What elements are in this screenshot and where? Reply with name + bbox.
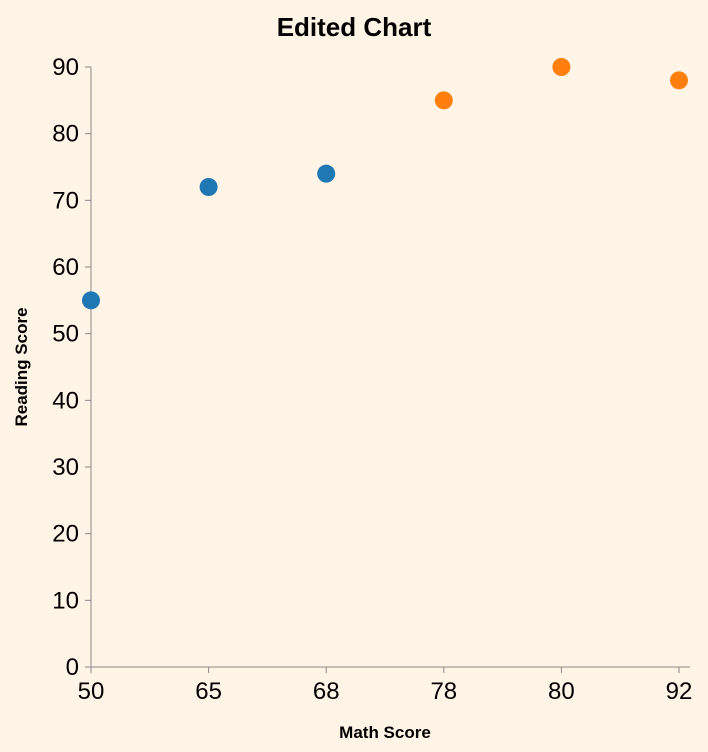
x-tick-label: 92: [666, 678, 693, 705]
y-tick-label: 60: [52, 254, 79, 281]
y-tick-label: 10: [52, 587, 79, 614]
x-axis-title: Math Score: [339, 723, 431, 742]
x-tick-label: 50: [78, 678, 105, 705]
y-tick-label: 90: [52, 54, 79, 81]
chart-title: Edited Chart: [277, 12, 432, 42]
y-tick-label: 20: [52, 521, 79, 548]
scatter-point: [199, 178, 218, 196]
y-tick-label: 50: [52, 321, 79, 348]
data-points: [82, 58, 688, 310]
y-tick-label: 0: [66, 654, 79, 681]
scatter-point: [434, 91, 453, 110]
x-tick-label: 65: [195, 678, 222, 705]
x-tick-label: 80: [548, 678, 575, 705]
x-tick-label: 78: [430, 678, 457, 705]
y-tick-label: 70: [52, 187, 79, 214]
y-tick-label: 40: [52, 387, 79, 414]
scatter-point: [82, 291, 100, 310]
scatter-point: [552, 58, 571, 76]
y-tick-label: 30: [52, 454, 79, 481]
scatter-point: [317, 164, 336, 183]
y-axis-title: Reading Score: [12, 307, 31, 426]
scatter-point: [670, 71, 688, 90]
y-tick-label: 80: [52, 121, 79, 148]
y-axis: 0 10 20 30 40 50 60 70 80 90: [52, 54, 92, 681]
x-axis: 50 65 68 78 80 92: [78, 666, 693, 705]
y-axis-ticks: 0 10 20 30 40 50 60 70 80 90: [52, 54, 91, 681]
x-axis-ticks: 50 65 68 78 80 92: [78, 667, 693, 705]
x-tick-label: 68: [313, 678, 340, 705]
